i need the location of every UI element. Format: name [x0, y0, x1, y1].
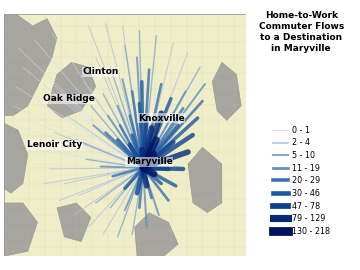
Polygon shape	[212, 62, 241, 120]
Polygon shape	[4, 14, 246, 256]
Polygon shape	[4, 14, 57, 116]
Polygon shape	[135, 212, 178, 256]
Polygon shape	[4, 123, 28, 193]
Polygon shape	[57, 203, 91, 242]
Text: Knoxville: Knoxville	[138, 113, 185, 123]
Text: Lenoir City: Lenoir City	[27, 140, 82, 149]
Polygon shape	[188, 147, 222, 212]
Text: Maryville: Maryville	[126, 157, 172, 166]
Polygon shape	[4, 203, 37, 256]
Polygon shape	[47, 62, 96, 118]
Text: Home-to-Work
Commuter Flows
to a Destination
in Maryville: Home-to-Work Commuter Flows to a Destina…	[258, 11, 344, 53]
Text: Clinton: Clinton	[82, 68, 119, 76]
Legend: 0 - 1, 2 - 4, 5 - 10, 11 - 19, 20 - 29, 30 - 46, 47 - 78, 79 - 129, 130 - 218: 0 - 1, 2 - 4, 5 - 10, 11 - 19, 20 - 29, …	[273, 126, 329, 236]
Text: Oak Ridge: Oak Ridge	[43, 94, 95, 103]
